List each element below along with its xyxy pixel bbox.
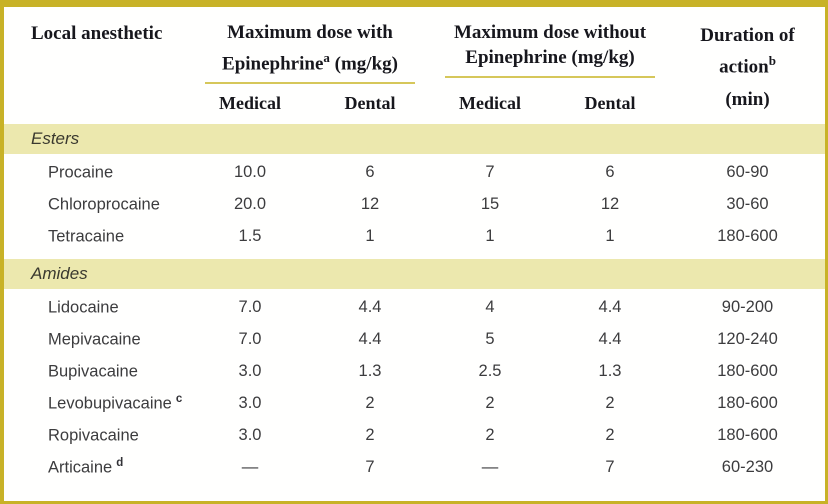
dose-medical-without-epi: 2 [485,425,495,444]
dose-dental-with-epi: 1.3 [358,361,382,380]
dose-medical-with-epi: 3.0 [238,361,262,380]
column-header-duration: Duration of actionb (min) [670,20,825,114]
dose-dental-without-epi: 1.3 [598,361,622,380]
dose-medical-without-epi: — [481,457,499,476]
dose-dental-with-epi: 4.4 [358,297,382,316]
table-row: Articaine d — 7 — 7 60-230 [4,451,825,483]
duration-value: 30-60 [726,194,769,213]
footnote-marker-c: c [175,393,183,406]
drug-name: Ropivacaine [48,426,139,445]
duration-value: 60-230 [721,457,774,476]
group-underline [205,82,415,85]
dose-dental-with-epi: 1 [365,226,375,245]
footnote-marker-a: a [323,50,330,65]
dose-medical-with-epi: 3.0 [238,393,262,412]
drug-name: Mepivacaine [48,330,141,349]
duration-value: 180-600 [717,393,778,412]
duration-line1: Duration of [700,25,795,46]
dose-medical-with-epi: — [241,457,259,476]
column-header-local-anesthetic: Local anesthetic [31,23,163,44]
table-row: Lidocaine 7.0 4.4 4 4.4 90-200 [4,291,825,323]
dose-dental-with-epi: 2 [365,393,375,412]
table-row: Tetracaine 1.5 1 1 1 180-600 [4,220,825,252]
dose-medical-without-epi: 1 [485,226,495,245]
drug-name: Chloroprocaine [48,195,160,214]
dose-medical-without-epi: 7 [485,162,495,181]
subheader-medical-with-epi: Medical [219,93,281,114]
drug-name: Lidocaine [48,298,119,317]
group-underline [445,76,655,78]
dose-medical-with-epi: 10.0 [233,162,267,181]
duration-value: 90-200 [721,297,774,316]
drug-name: Levobupivacaine c [48,393,183,413]
duration-unit: (min) [725,89,770,111]
dose-dental-with-epi: 4.4 [358,329,382,348]
subheader-dental-with-epi: Dental [344,93,396,114]
dose-dental-with-epi: 12 [360,194,380,213]
footnote-marker-d: d [116,457,124,470]
table-row: Chloroprocaine 20.0 12 15 12 30-60 [4,188,825,220]
group-header-line2: Epinephrine (mg/kg) [465,47,635,68]
subheader-dental-without-epi: Dental [584,93,636,114]
dose-medical-with-epi: 3.0 [238,425,262,444]
dose-dental-without-epi: 6 [605,162,615,181]
duration-value: 180-600 [717,361,778,380]
dose-dental-with-epi: 6 [365,162,375,181]
duration-value: 60-90 [726,162,769,181]
dose-dental-with-epi: 7 [365,457,375,476]
duration-line2: actionb [719,53,776,78]
dose-medical-without-epi: 2 [485,393,495,412]
drug-name: Bupivacaine [48,362,138,381]
table-row: Levobupivacaine c 3.0 2 2 2 180-600 [4,387,825,419]
table-row: Ropivacaine 3.0 2 2 2 180-600 [4,419,825,451]
column-group-max-dose-with-epinephrine: Maximum dose with Epinephrinea (mg/kg) [190,20,430,85]
dose-dental-without-epi: 4.4 [598,329,622,348]
table-row: Bupivacaine 3.0 1.3 2.5 1.3 180-600 [4,355,825,387]
dose-dental-without-epi: 1 [605,226,615,245]
drug-name: Procaine [48,163,114,182]
dose-medical-with-epi: 1.5 [238,226,262,245]
dose-medical-with-epi: 20.0 [233,194,267,213]
footnote-marker-b: b [768,53,776,68]
table-row: Mepivacaine 7.0 4.4 5 4.4 120-240 [4,323,825,355]
drug-name: Articaine d [48,457,124,477]
table-header: Local anesthetic Maximum dose with Epine… [4,7,825,124]
dose-dental-without-epi: 7 [605,457,615,476]
group-header-line2: Epinephrinea (mg/kg) [222,50,398,75]
column-group-max-dose-without-epinephrine: Maximum dose without Epinephrine (mg/kg) [430,20,670,84]
dose-dental-without-epi: 4.4 [598,297,622,316]
dose-medical-with-epi: 7.0 [238,329,262,348]
drug-name: Tetracaine [48,227,125,246]
group-header-line1: Maximum dose with [227,22,393,43]
group-header-line1: Maximum dose without [453,22,647,43]
section-header-amides: Amides [4,259,825,290]
duration-value: 180-600 [717,226,778,245]
duration-value: 180-600 [717,425,778,444]
dose-dental-without-epi: 2 [605,393,615,412]
table-row: Procaine 10.0 6 7 6 60-90 [4,156,825,188]
subheader-medical-without-epi: Medical [459,93,521,114]
dose-medical-without-epi: 2.5 [478,361,502,380]
dose-medical-without-epi: 15 [480,194,500,213]
dose-dental-without-epi: 12 [600,194,620,213]
dose-medical-with-epi: 7.0 [238,297,262,316]
duration-value: 120-240 [717,329,778,348]
dose-dental-with-epi: 2 [365,425,375,444]
section-header-esters: Esters [4,124,825,155]
dose-medical-without-epi: 5 [485,329,495,348]
dose-dental-without-epi: 2 [605,425,615,444]
dose-medical-without-epi: 4 [485,297,495,316]
